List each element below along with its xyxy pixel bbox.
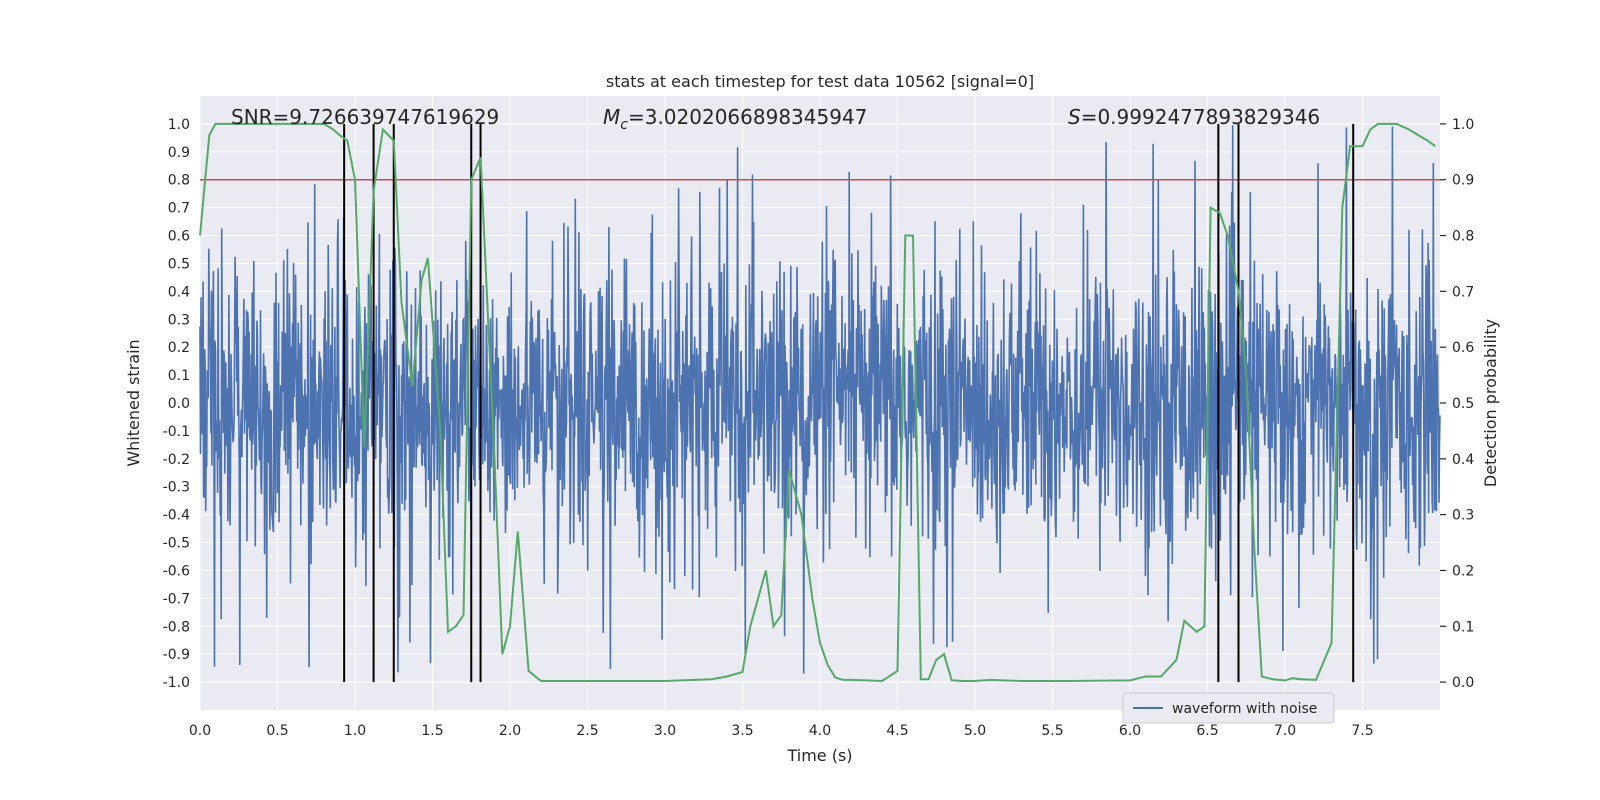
legend: waveform with noise bbox=[1122, 692, 1335, 724]
probability-line bbox=[199, 122, 1436, 683]
y-tick-label: -0.8 bbox=[163, 619, 190, 635]
y2-tick-label: 0.6 bbox=[1452, 340, 1474, 356]
y-tick-label: -1.0 bbox=[163, 675, 190, 691]
y2-tick-label: 0.7 bbox=[1452, 284, 1474, 300]
annotation-3: S=0.9992477893829346 bbox=[1068, 105, 1320, 129]
x-tick-label: 2.5 bbox=[576, 723, 598, 739]
y-tick-label: 0.6 bbox=[168, 229, 190, 245]
y-tick-label: 0.4 bbox=[168, 284, 190, 300]
y-tick-label: 0.9 bbox=[168, 145, 190, 161]
y2-tick-label: 0.4 bbox=[1452, 452, 1474, 468]
x-tick-label: 3.0 bbox=[654, 723, 676, 739]
legend-box bbox=[1122, 692, 1335, 724]
y2-tick-label: 0.2 bbox=[1452, 563, 1474, 579]
y-axis-ticks: -1.0 -0.9 -0.8 -0.7 -0.6 -0.5 -0.4 -0.3 -0.2 -0.1… bbox=[163, 117, 190, 691]
y-tick-label: -0.2 bbox=[163, 452, 190, 468]
y-tick-label: -0.7 bbox=[163, 591, 190, 607]
x-tick-label: 4.0 bbox=[809, 723, 831, 739]
y2-tick-label: 0.5 bbox=[1452, 396, 1474, 412]
y2-axis-label: Detection probability bbox=[1481, 319, 1500, 487]
probability-series bbox=[199, 122, 1436, 683]
y-tick-label: 1.0 bbox=[168, 117, 190, 133]
annotation-1: SNR=9.726639747619629 bbox=[231, 105, 499, 129]
y-tick-label: 0.2 bbox=[168, 340, 190, 356]
x-tick-label: 2.0 bbox=[499, 723, 521, 739]
y-tick-label: 0.1 bbox=[168, 368, 190, 384]
y-tick-label: 0.8 bbox=[168, 173, 190, 189]
x-tick-label: 7.5 bbox=[1351, 723, 1373, 739]
y2-tick-label: 0.3 bbox=[1452, 508, 1474, 524]
y2-tick-label: 0.0 bbox=[1452, 675, 1474, 691]
x-tick-label: 0.0 bbox=[189, 723, 211, 739]
x-tick-label: 6.5 bbox=[1196, 723, 1218, 739]
x-tick-label: 3.5 bbox=[731, 723, 753, 739]
annotation-2: Mc=3.0202066898345947 bbox=[603, 105, 867, 133]
waveform-line bbox=[199, 125, 1441, 674]
chart-title: stats at each timestep for test data 105… bbox=[606, 72, 1034, 91]
x-tick-label: 6.0 bbox=[1119, 723, 1141, 739]
y-tick-label: 0.0 bbox=[168, 396, 190, 412]
x-tick-label: 4.5 bbox=[886, 723, 908, 739]
y-tick-label: 0.3 bbox=[168, 312, 190, 328]
x-tick-label: 5.0 bbox=[964, 723, 986, 739]
y2-tick-label: 0.1 bbox=[1452, 619, 1474, 635]
legend-label: waveform with noise bbox=[1172, 701, 1317, 717]
y2-tick-label: 0.9 bbox=[1452, 173, 1474, 189]
y-tick-label: 0.5 bbox=[168, 256, 190, 272]
x-axis-ticks: 0.0 0.5 1.0 1.5 2.0 2.5 3.0 3.5 4.0 4.5 5.0 5.5 6.0 6… bbox=[189, 723, 1374, 739]
x-tick-label: 0.5 bbox=[266, 723, 288, 739]
y2-tick-label: 0.8 bbox=[1452, 229, 1474, 245]
y-tick-label: -0.1 bbox=[163, 424, 190, 440]
x-tick-label: 7.0 bbox=[1274, 723, 1296, 739]
y-tick-label: -0.6 bbox=[163, 563, 190, 579]
x-tick-label: 1.0 bbox=[344, 723, 366, 739]
annotations: SNR=9.726639747619629 Mc=3.02020668983459… bbox=[231, 105, 1320, 133]
x-axis-label: Time (s) bbox=[786, 746, 852, 765]
y2-tick-label: 1.0 bbox=[1452, 117, 1474, 133]
y-tick-label: -0.9 bbox=[163, 647, 190, 663]
x-tick-label: 5.5 bbox=[1041, 723, 1063, 739]
y-tick-label: -0.4 bbox=[163, 508, 190, 524]
y-tick-label: -0.5 bbox=[163, 536, 190, 552]
waveform-series bbox=[199, 125, 1441, 674]
y-axis-label: Whitened strain bbox=[124, 339, 143, 466]
x-tick-label: 1.5 bbox=[421, 723, 443, 739]
y-tick-label: 0.7 bbox=[168, 201, 190, 217]
y-tick-label: -0.3 bbox=[163, 480, 190, 496]
y2-axis-ticks: 0.0 0.1 0.2 0.3 0.4 0.5 0.6 0.7 0.8 0.9 1.0 bbox=[1440, 117, 1474, 691]
